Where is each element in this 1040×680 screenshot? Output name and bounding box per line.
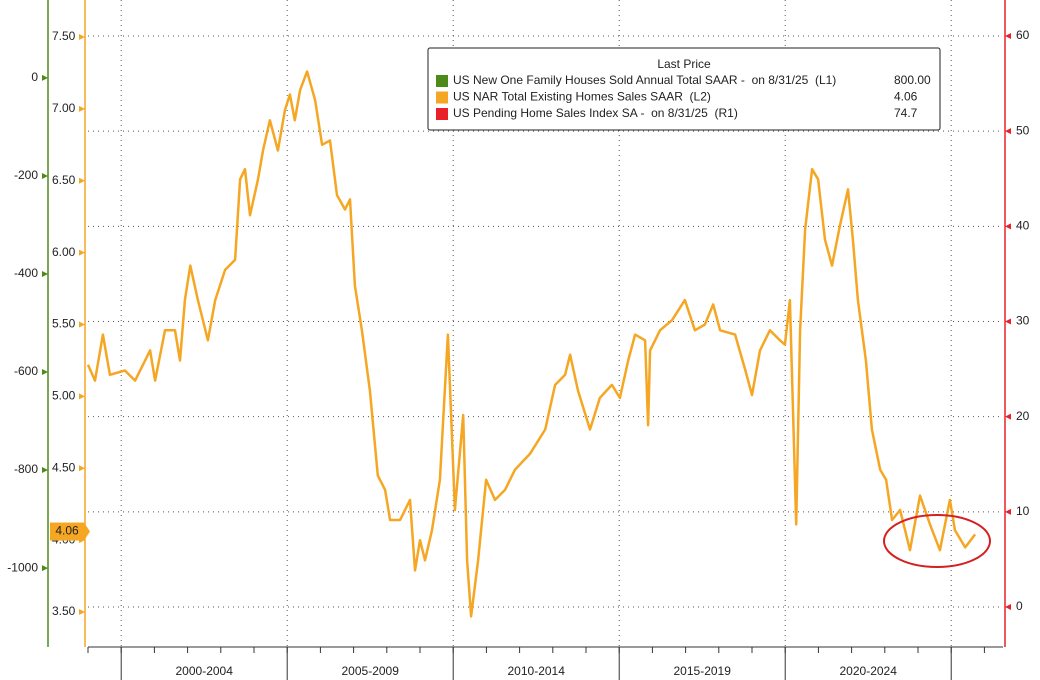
y2-tick <box>1005 128 1011 135</box>
legend-label: US New One Family Houses Sold Annual Tot… <box>453 73 836 87</box>
y2-tick <box>1005 318 1011 325</box>
highlight-ellipse <box>883 514 991 568</box>
y3-tick-label: -200 <box>14 168 38 182</box>
y-tick <box>79 177 85 184</box>
y3-tick-label: -1000 <box>7 560 38 574</box>
y-tick <box>79 105 85 112</box>
x-tick-label: 2005-2009 <box>342 664 400 678</box>
x-tick-label: 2010-2014 <box>508 664 566 678</box>
y2-tick-label: 50 <box>1016 123 1030 137</box>
legend-value: 74.7 <box>894 106 918 120</box>
y3-tick-label: -400 <box>14 266 38 280</box>
y3-tick <box>42 270 48 277</box>
y-tick <box>79 393 85 400</box>
x-tick-label: 2015-2019 <box>674 664 732 678</box>
y-tick <box>79 465 85 472</box>
legend-value: 4.06 <box>894 90 918 104</box>
lines <box>86 70 977 618</box>
y2-tick-label: 10 <box>1016 504 1030 518</box>
axes: 0 -200 -400 -600 -800 -1000 7.50 7.00 6.50 6.00 5.… <box>7 0 1030 680</box>
last-value-tag-arrow <box>84 522 90 541</box>
series-line <box>86 70 977 618</box>
legend-label: US Pending Home Sales Index SA - on 8/31… <box>453 106 738 120</box>
y-tick-label: 6.00 <box>52 245 76 259</box>
y-tick-label: 6.50 <box>52 173 76 187</box>
y2-tick <box>1005 604 1011 611</box>
legend: Last Price US New One Family Houses Sold… <box>427 47 941 131</box>
legend-swatch <box>436 91 448 104</box>
y-tick <box>79 33 85 40</box>
y-tick-label: 3.50 <box>52 604 76 618</box>
y2-tick <box>1005 223 1011 230</box>
y2-tick <box>1005 508 1011 515</box>
legend-swatch <box>436 108 448 120</box>
y3-tick-label: 0 <box>31 70 38 84</box>
last-value-tag <box>50 522 84 541</box>
y-tick <box>79 321 85 328</box>
y-tick-label: 4.50 <box>52 460 76 474</box>
legend-box <box>427 47 941 131</box>
y-tick-label: 7.00 <box>52 101 76 115</box>
y2-tick <box>1005 413 1011 420</box>
y3-tick <box>42 565 48 572</box>
y2-tick-label: 40 <box>1016 218 1030 232</box>
y-tick-label: 5.00 <box>52 389 76 403</box>
y-tick-label: 5.50 <box>52 317 76 331</box>
legend-label: US NAR Total Existing Homes Sales SAAR (… <box>453 90 711 104</box>
y3-tick <box>42 74 48 81</box>
y3-tick-label: -800 <box>14 462 38 476</box>
y-tick <box>79 609 85 616</box>
y3-tick <box>42 467 48 474</box>
legend-value: 800.00 <box>894 73 931 87</box>
y2-tick-label: 20 <box>1016 409 1030 423</box>
y-tick <box>79 249 85 256</box>
last-value-label: 4.06 <box>55 524 79 538</box>
y2-tick-label: 30 <box>1016 314 1030 328</box>
legend-swatch <box>436 75 448 87</box>
y2-tick-label: 0 <box>1016 599 1023 613</box>
y2-tick <box>1005 32 1011 39</box>
y-tick-label: 7.50 <box>52 29 76 43</box>
y3-tick <box>42 369 48 376</box>
y3-tick <box>42 172 48 179</box>
x-tick-label: 2020-2024 <box>840 664 898 678</box>
y3-tick-label: -600 <box>14 364 38 378</box>
y2-tick-label: 60 <box>1016 28 1030 42</box>
legend-title: Last Price <box>657 57 711 71</box>
x-tick-label: 2000-2004 <box>176 664 234 678</box>
